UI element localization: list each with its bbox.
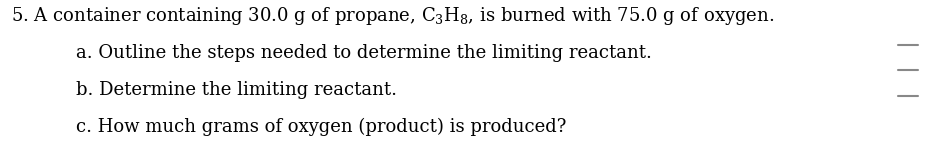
Text: 5. A container containing 30.0 g of propane, $\mathdefault{C_3H_8}$, is burned w: 5. A container containing 30.0 g of prop… <box>11 5 774 27</box>
Text: c. How much grams of oxygen (product) is produced?: c. How much grams of oxygen (product) is… <box>76 118 567 136</box>
Text: a. Outline the steps needed to determine the limiting reactant.: a. Outline the steps needed to determine… <box>76 44 652 62</box>
Text: b. Determine the limiting reactant.: b. Determine the limiting reactant. <box>76 81 397 99</box>
